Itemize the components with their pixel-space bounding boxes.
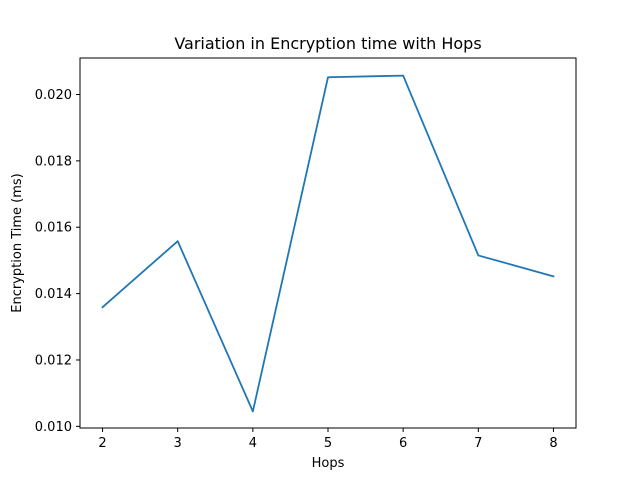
y-tick-label: 0.014 [35,287,72,302]
x-tick-label: 7 [474,436,482,451]
plot-area [101,74,555,413]
x-axis-label: Hops [312,456,345,471]
y-axis-ticks: 0.010 0.012 0.014 0.016 0.018 0.020 [35,88,80,435]
y-tick-label: 0.010 [35,420,72,435]
y-tick-label: 0.018 [35,154,72,169]
x-axis-ticks: 2 3 4 5 6 7 8 [98,428,558,451]
y-tick-label: 0.016 [35,221,72,236]
x-tick-label: 4 [249,436,257,451]
chart-title: Variation in Encryption time with Hops [174,34,481,53]
series-line [101,74,555,413]
y-axis-label: Encryption Time (ms) [10,173,25,312]
x-tick-label: 6 [399,436,407,451]
x-tick-label: 8 [549,436,557,451]
y-tick-label: 0.020 [35,88,72,103]
x-tick-label: 2 [98,436,106,451]
x-tick-label: 3 [174,436,182,451]
y-tick-label: 0.012 [35,353,72,368]
x-tick-label: 5 [324,436,332,451]
